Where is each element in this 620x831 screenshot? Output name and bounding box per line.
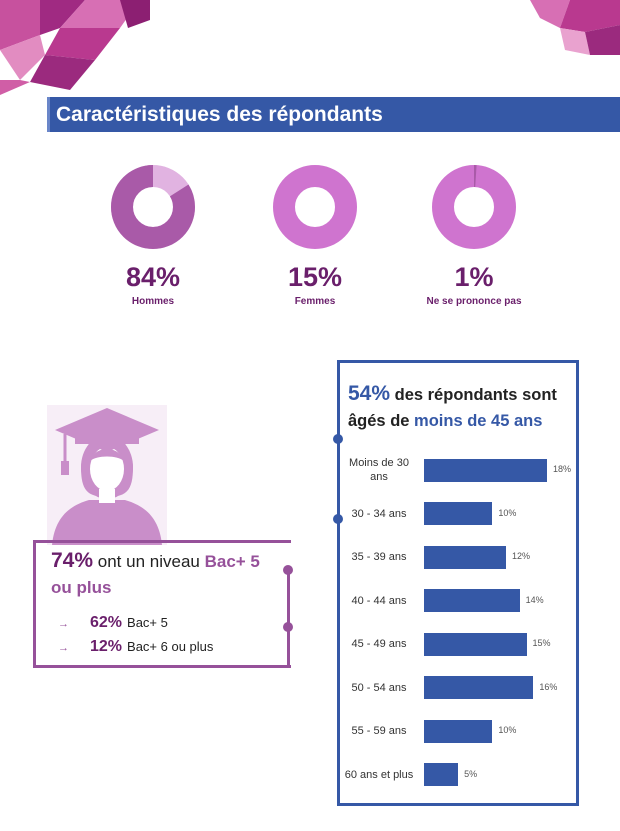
arrow-icon: → xyxy=(58,642,69,654)
donut-ne-se-prononce-pas xyxy=(432,165,516,249)
education-row-label: Bac+ 5 xyxy=(127,615,168,630)
age-category-label: 35 - 39 ans xyxy=(351,551,407,563)
age-text2: âgés de xyxy=(348,412,410,430)
age-value-label: 10% xyxy=(498,507,517,518)
age-value-label: 12% xyxy=(512,551,531,561)
education-frame xyxy=(33,540,291,668)
education-row-pct: 12% xyxy=(90,638,123,655)
education-text: ont un niveau xyxy=(97,552,200,571)
age-bar xyxy=(424,458,547,482)
age-bar xyxy=(424,719,493,743)
education-row-pct: 62% xyxy=(90,614,123,631)
age-frame-left xyxy=(337,360,340,806)
age-value-label: 15% xyxy=(532,638,551,648)
age-bar xyxy=(424,676,534,699)
decorative-cubes-right xyxy=(530,0,620,55)
donut-femmes xyxy=(273,165,357,249)
education-row-label: Bac+ 6 ou plus xyxy=(127,639,214,654)
education-dot-top xyxy=(283,565,293,575)
age-bar xyxy=(424,545,506,569)
section-title: Caractéristiques des répondants xyxy=(56,103,383,126)
education-frame-right xyxy=(287,570,290,668)
banner-accent xyxy=(47,97,50,132)
label-ne-se-prononce-pas: Ne se prononce pas xyxy=(426,296,522,307)
age-value-label: 5% xyxy=(464,768,478,779)
age-category-label: 50 - 54 ans xyxy=(351,681,407,694)
age-category-label: 45 - 49 ans xyxy=(351,638,407,650)
age-category-label: 60 ans et plus xyxy=(344,768,414,781)
donut-hommes xyxy=(111,165,195,249)
education-row-bac6: → 12% Bac+ 6 ou plus xyxy=(58,638,213,656)
label-femmes: Femmes xyxy=(294,296,336,307)
age-category-label: 30 - 34 ans xyxy=(351,507,407,520)
age-bar xyxy=(424,502,493,525)
age-pct: 54% xyxy=(348,382,391,405)
pct-ne-se-prononce-pas: 1% xyxy=(454,262,494,292)
label-hommes: Hommes xyxy=(131,296,175,307)
age-headline: 54% des répondants sont âgés de moins de… xyxy=(348,381,573,434)
age-category-label: 40 - 44 ans xyxy=(351,594,407,607)
age-value-label: 18% xyxy=(553,464,572,474)
section-banner: Caractéristiques des répondants xyxy=(47,97,620,132)
age-text1: des répondants sont xyxy=(394,386,557,404)
age-category-label: Moins de 30 ans xyxy=(349,457,409,483)
education-row-bac5: → 62% Bac+ 5 xyxy=(58,614,168,632)
age-category-label: 55 - 59 ans xyxy=(351,725,407,737)
education-headline: 74% ont un niveau Bac+ 5 ou plus xyxy=(51,548,286,601)
age-frame-bottom xyxy=(337,803,579,806)
decorative-cubes-left xyxy=(0,0,150,95)
pct-femmes: 15% xyxy=(287,262,343,292)
pct-hommes: 84% xyxy=(125,262,181,292)
age-dot-bottom xyxy=(333,514,343,524)
education-pct: 74% xyxy=(51,549,94,572)
age-dot-top xyxy=(333,434,343,444)
education-dot-bottom xyxy=(283,622,293,632)
arrow-icon: → xyxy=(58,618,69,630)
age-frame-right xyxy=(576,360,579,806)
age-highlight: moins de 45 ans xyxy=(414,412,543,430)
age-bar xyxy=(424,589,520,612)
education-level-tail: ou plus xyxy=(51,578,112,597)
age-bar xyxy=(424,632,527,656)
age-value-label: 14% xyxy=(525,594,544,605)
graduate-illustration xyxy=(47,405,167,545)
age-frame-top xyxy=(337,360,579,363)
education-level: Bac+ 5 xyxy=(204,552,260,571)
age-value-label: 10% xyxy=(498,725,517,735)
age-value-label: 16% xyxy=(539,681,558,692)
age-bar xyxy=(424,763,459,786)
